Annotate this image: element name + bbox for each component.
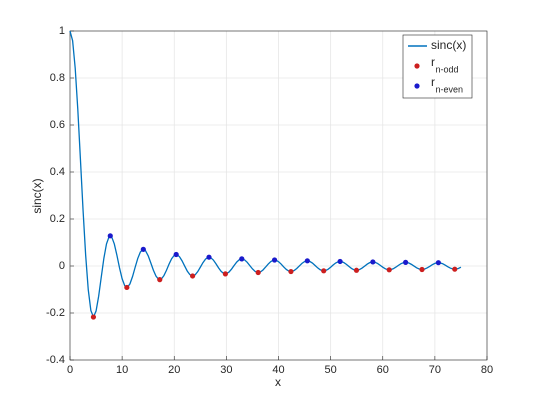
- legend-swatch: [414, 83, 420, 89]
- point: [157, 277, 163, 283]
- legend-swatch: [414, 63, 420, 69]
- x-tick-label: 0: [67, 364, 73, 376]
- x-tick-label: 20: [168, 364, 180, 376]
- point: [452, 266, 458, 272]
- line: [69, 30, 462, 319]
- legend-subscript: n-odd: [436, 64, 459, 74]
- point: [386, 267, 392, 273]
- y-tick-label: 0.6: [50, 119, 65, 131]
- y-tick-label: 0.4: [50, 166, 65, 178]
- y-tick-label: 0.8: [50, 72, 65, 84]
- point: [337, 258, 343, 265]
- legend-subscript: n-even: [436, 84, 464, 94]
- point: [222, 271, 228, 277]
- point: [435, 260, 441, 266]
- x-axis-label: x: [275, 375, 281, 389]
- point: [419, 266, 425, 273]
- point: [403, 259, 409, 265]
- point: [189, 273, 196, 279]
- axes-box: [69, 30, 488, 361]
- x-tick-label: 50: [325, 364, 337, 376]
- point: [239, 256, 245, 262]
- y-axis-label: sinc(x): [30, 178, 44, 213]
- point: [107, 233, 113, 239]
- x-tick-label: 70: [429, 364, 441, 376]
- legend-label: r: [431, 75, 435, 89]
- y-tick-label: 0.2: [50, 213, 65, 225]
- legend-label: sinc(x): [431, 38, 466, 52]
- x-tick-label: 30: [220, 364, 232, 376]
- point: [90, 314, 97, 320]
- point: [321, 268, 327, 274]
- y-tick-label: 0: [59, 260, 65, 272]
- legend-label: r: [431, 55, 435, 69]
- y-tick-label: 1: [59, 25, 65, 37]
- point: [353, 267, 360, 273]
- y-tick-label: -0.2: [46, 307, 65, 319]
- point: [271, 257, 278, 263]
- point: [288, 268, 294, 275]
- y-tick-label: -0.4: [46, 354, 65, 366]
- x-tick-label: 80: [481, 364, 493, 376]
- point: [206, 254, 212, 260]
- point: [370, 259, 376, 265]
- x-tick-label: 60: [377, 364, 389, 376]
- point: [173, 251, 179, 258]
- point: [140, 246, 146, 252]
- point: [255, 269, 261, 276]
- x-tick-label: 40: [272, 364, 284, 376]
- point: [124, 284, 130, 291]
- x-tick-label: 10: [116, 364, 128, 376]
- point: [304, 258, 310, 264]
